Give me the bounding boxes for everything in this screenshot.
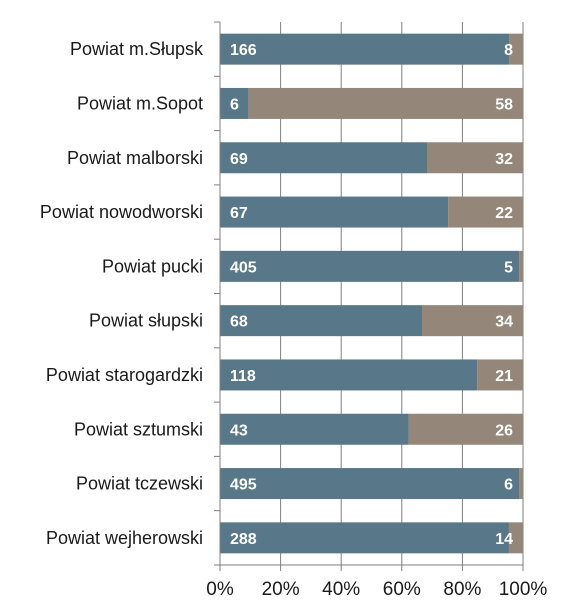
category-label: Powiat m.Słupsk [70,39,204,59]
category-label: Powiat malborski [67,148,203,168]
category-label: Powiat nowodworski [40,202,203,222]
bar-segment [220,33,510,65]
data-label: 69 [230,151,248,168]
data-label: 5 [504,259,513,276]
data-label: 68 [230,314,248,331]
x-tick-label: 100% [499,579,548,600]
x-tick-label: 60% [383,579,421,600]
bar-segment [248,87,523,119]
bar-segment [477,359,523,391]
data-label: 67 [230,205,248,222]
category-label: Powiat wejherowski [46,528,203,548]
labels: 0% 20% 40% 60% 80% 100% 166 8 Powiat m.Słupsk 6 58… [40,39,547,600]
data-label: 8 [504,42,513,59]
category-label: Powiat pucki [102,256,203,276]
bar-segment [220,305,422,337]
data-label: 34 [495,314,513,331]
category-label: Powiat starogardzki [46,365,203,385]
data-label: 32 [495,151,513,168]
x-tick-label: 0% [206,579,234,600]
data-label: 405 [230,259,257,276]
data-label: 26 [495,422,513,439]
bar-segment [408,413,523,445]
data-label: 288 [230,531,257,548]
category-label: Powiat m.Sopot [77,93,203,113]
bar-segment [427,142,523,174]
bar-segment [519,250,523,282]
bar-segment [220,142,427,174]
category-label: Powiat sztumski [74,419,203,439]
bar-segment [220,413,409,445]
data-label: 6 [504,477,513,494]
data-label: 58 [495,96,513,113]
bar-segment [220,522,509,554]
bar-segment [220,87,249,119]
bar-segment [448,196,523,228]
data-label: 14 [495,531,513,548]
x-tick-label: 80% [443,579,481,600]
x-tick-label: 20% [262,579,300,600]
bar-segment [220,196,449,228]
bar-segment [422,305,523,337]
bar-segment [519,468,523,500]
data-label: 495 [230,477,257,494]
bars [220,33,523,554]
data-label: 166 [230,42,257,59]
data-label: 22 [495,205,513,222]
bar-segment [220,359,478,391]
bar-segment [220,250,520,282]
data-label: 118 [230,368,256,385]
x-tick-label: 40% [322,579,360,600]
category-label: Powiat słupski [89,311,203,331]
axes [214,21,524,571]
bar-segment [509,33,523,65]
bar-segment [508,522,523,554]
data-label: 21 [495,368,513,385]
data-label: 43 [230,422,248,439]
category-label: Powiat tczewski [76,474,203,494]
bar-segment [220,468,520,500]
data-label: 6 [230,96,239,113]
